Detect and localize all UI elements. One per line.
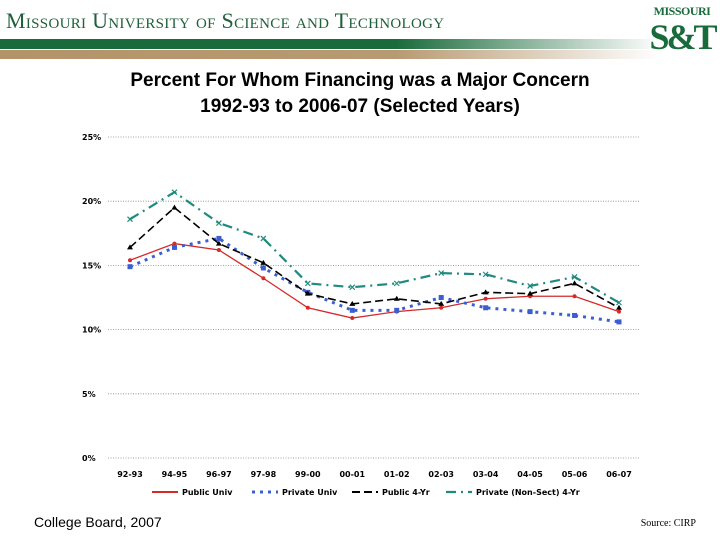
data-point — [261, 276, 266, 281]
data-point — [438, 300, 445, 306]
data-point — [571, 274, 578, 280]
data-point — [127, 244, 133, 250]
x-tick-label: 04-05 — [517, 470, 543, 479]
y-tick-label: 0% — [82, 454, 96, 463]
x-tick-label: 06-07 — [606, 470, 632, 479]
data-point — [349, 284, 356, 291]
x-tick-label: 00-01 — [339, 470, 365, 479]
data-point — [527, 290, 534, 296]
data-point — [305, 305, 310, 310]
footer-source-left: College Board, 2007 — [34, 514, 162, 530]
data-point — [616, 299, 622, 306]
st-logo: MISSOURI S&T — [648, 4, 717, 57]
data-point — [215, 220, 222, 226]
data-point — [482, 289, 489, 295]
data-point — [260, 259, 267, 265]
y-tick-label: 25% — [82, 133, 101, 142]
header-green-bar — [0, 39, 660, 49]
data-point — [572, 312, 578, 318]
data-point — [127, 216, 133, 223]
legend-label: Private (Non-Sect) 4-Yr — [476, 488, 580, 497]
data-point — [127, 264, 133, 270]
x-tick-label: 96-97 — [206, 470, 232, 479]
y-tick-label: 5% — [82, 390, 96, 399]
data-point — [349, 300, 356, 306]
x-tick-label: 94-95 — [162, 470, 188, 479]
x-tick-label: 01-02 — [384, 470, 410, 479]
x-tick-label: 97-98 — [251, 470, 277, 479]
data-point — [571, 280, 578, 286]
data-point — [438, 270, 445, 277]
data-point — [171, 204, 178, 210]
data-point — [260, 235, 267, 242]
data-point — [572, 294, 577, 299]
series-line-3 — [129, 190, 620, 304]
x-tick-label: 99-00 — [295, 470, 321, 479]
data-point — [216, 235, 222, 241]
y-tick-label: 10% — [82, 326, 101, 335]
footer-source-right: Source: CIRP — [640, 518, 696, 529]
chart-title-line1: Percent For Whom Financing was a Major C… — [130, 70, 590, 91]
university-name: Missouri University of Science and Techn… — [6, 8, 445, 33]
logo-bottom-text: S&T — [649, 17, 717, 57]
data-point — [438, 295, 444, 300]
data-point — [483, 305, 489, 311]
data-point — [482, 271, 489, 278]
data-point — [527, 283, 534, 289]
data-point — [172, 241, 177, 246]
chart-title-line2: 1992-93 to 2006-07 (Selected Years) — [200, 96, 520, 117]
y-tick-label: 15% — [82, 261, 101, 270]
legend-label: Public Univ — [182, 488, 233, 497]
data-point — [483, 296, 488, 301]
data-point — [393, 280, 400, 287]
y-tick-label: 20% — [82, 197, 101, 206]
data-point — [215, 240, 222, 246]
data-point — [616, 319, 622, 325]
series-line-2 — [129, 206, 620, 309]
data-point — [393, 295, 400, 301]
data-point — [171, 189, 178, 196]
x-tick-label: 03-04 — [473, 470, 499, 479]
data-point — [304, 280, 311, 287]
data-point — [616, 304, 622, 310]
legend-label: Private Univ — [282, 488, 338, 497]
data-point — [527, 309, 533, 315]
series-line-1 — [129, 236, 620, 324]
data-point — [260, 265, 266, 271]
data-point — [350, 316, 355, 321]
data-point — [439, 305, 444, 310]
x-tick-label: 92-93 — [117, 470, 143, 479]
data-point — [394, 307, 400, 313]
logo-top-text: MISSOURI — [653, 4, 711, 18]
data-point — [304, 290, 311, 296]
series-line-0 — [129, 242, 620, 319]
data-point — [171, 244, 177, 250]
x-tick-label: 05-06 — [562, 470, 588, 479]
data-point — [617, 309, 621, 314]
header-tan-bar — [0, 50, 660, 59]
x-tick-label: 02-03 — [428, 470, 454, 479]
legend-label: Public 4-Yr — [382, 488, 430, 497]
data-point — [349, 307, 355, 313]
data-point — [128, 258, 132, 263]
data-point — [216, 247, 221, 252]
